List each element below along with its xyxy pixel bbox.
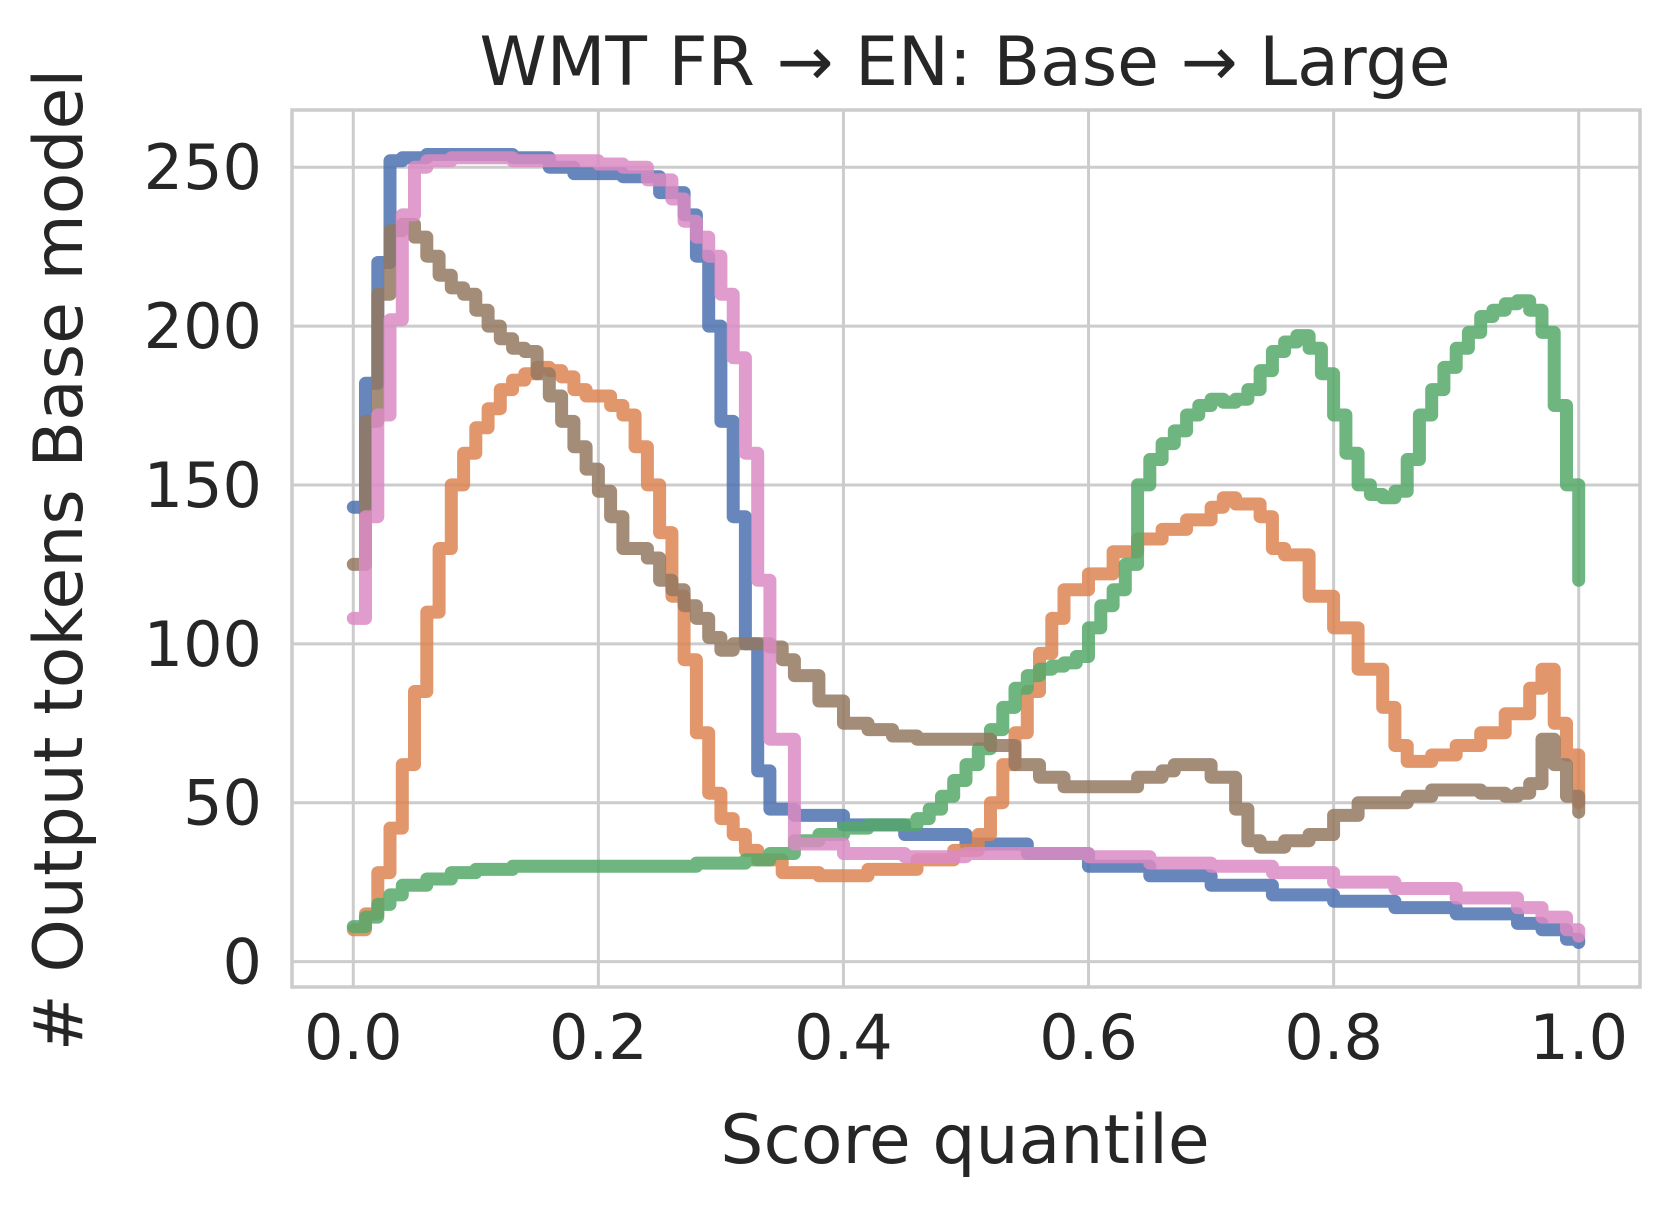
y-tick-label: 200 [144, 290, 262, 363]
series-line-0 [346, 148, 1586, 949]
chart-title: WMT FR → EN: Base → Large [479, 23, 1450, 102]
y-axis-label: # Output tokens Base model [20, 69, 99, 1052]
series-line-1 [346, 360, 1586, 937]
x-tick-label: 0.6 [1039, 1001, 1138, 1074]
x-tick-label: 0.2 [549, 1001, 648, 1074]
y-tick-label: 100 [144, 608, 262, 681]
x-tick-label: 0.4 [794, 1001, 893, 1074]
plot-frame [290, 108, 1642, 989]
series-line-2 [346, 294, 1586, 934]
series-line-5 [346, 217, 1586, 854]
series-line-6 [346, 151, 1586, 943]
x-axis-label: Score quantile [720, 1101, 1209, 1180]
y-tick-label: 250 [144, 131, 262, 204]
y-tick-label: 50 [183, 767, 262, 840]
x-tick-label: 1.0 [1529, 1001, 1628, 1074]
x-tick-labels: 0.0 0.2 0.4 0.6 0.8 1.0 [304, 1001, 1628, 1074]
series-lines [346, 148, 1586, 949]
y-tick-label: 150 [144, 449, 262, 522]
y-tick-labels: 0 50 100 150 200 250 [144, 131, 262, 998]
x-tick-label: 0.8 [1284, 1001, 1383, 1074]
y-tick-label: 0 [223, 926, 262, 999]
x-tick-label: 0.0 [304, 1001, 403, 1074]
